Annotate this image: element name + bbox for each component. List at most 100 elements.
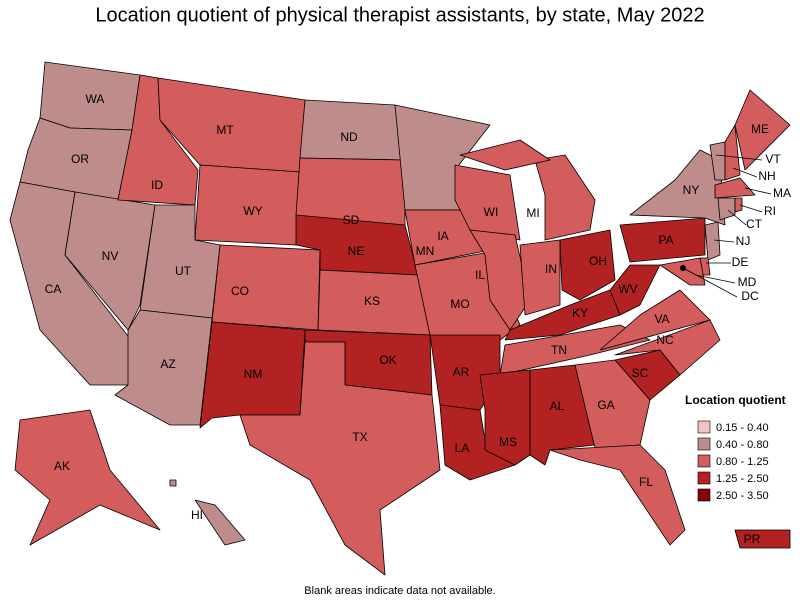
- legend-label: 2.50 - 3.50: [716, 490, 769, 502]
- state-label: OR: [71, 152, 89, 166]
- state-label: MT: [216, 123, 234, 137]
- legend-swatch: [697, 488, 711, 502]
- state: [629, 149, 726, 226]
- state: [211, 244, 321, 331]
- state-label: IA: [437, 229, 448, 243]
- state: [659, 257, 706, 286]
- legend-swatch: [697, 437, 711, 451]
- state: [724, 124, 741, 181]
- state-label: AZ: [160, 357, 175, 371]
- state-label: KS: [364, 294, 380, 308]
- state-label: CA: [45, 282, 62, 296]
- state-label: WA: [86, 92, 105, 106]
- state-label: WI: [484, 205, 499, 219]
- state: [194, 499, 246, 546]
- state-label: MD: [738, 275, 757, 289]
- state: [534, 154, 596, 241]
- state-label: NM: [244, 367, 263, 381]
- state-label: CO: [231, 284, 249, 298]
- state: [574, 359, 651, 449]
- state-label: VT: [765, 152, 781, 166]
- state-label: IL: [475, 268, 485, 282]
- state: [717, 197, 736, 221]
- legend-swatch: [697, 420, 711, 434]
- legend-title: Location quotient: [685, 393, 786, 407]
- leader-line: [732, 167, 758, 178]
- state: [114, 309, 213, 426]
- legend-swatch: [697, 454, 711, 468]
- state-label: NC: [656, 333, 674, 347]
- legend: 0.15 - 0.40 0.40 - 0.80 0.80 - 1.25 1.25 - …: [697, 420, 769, 502]
- leader-line: [715, 154, 763, 161]
- state: [734, 197, 743, 213]
- leader-line: [713, 239, 735, 243]
- state-label: OH: [589, 254, 607, 268]
- legend-swatch: [697, 471, 711, 485]
- state-label: WV: [618, 282, 637, 296]
- state-label: NV: [102, 249, 119, 263]
- state-label: AL: [550, 399, 565, 413]
- state: [499, 324, 651, 376]
- legend-label: 1.25 - 2.50: [716, 473, 769, 485]
- state-label: MS: [499, 435, 517, 449]
- leader-line: [744, 187, 772, 195]
- state-label: ME: [751, 122, 769, 136]
- map-title: Location quotient of physical therapist …: [95, 4, 704, 26]
- state: [14, 409, 161, 546]
- state: [239, 341, 441, 576]
- state: [559, 229, 616, 301]
- state-label: DC: [741, 289, 759, 303]
- legend-label: 0.80 - 1.25: [716, 456, 769, 468]
- state-label: WY: [243, 204, 262, 218]
- state-label: ID: [151, 178, 163, 192]
- state-label: KY: [572, 306, 588, 320]
- state-label: HI: [191, 508, 203, 522]
- state: [714, 177, 756, 199]
- state: [64, 191, 156, 331]
- state: [519, 239, 561, 316]
- state-label: UT: [175, 264, 192, 278]
- state: [599, 289, 711, 351]
- state-label: GA: [597, 398, 614, 412]
- state: [734, 89, 791, 171]
- state-label: TX: [352, 430, 367, 444]
- state-label: MA: [773, 186, 791, 200]
- leader-line: [727, 209, 747, 226]
- state-label: DE: [732, 255, 749, 269]
- state-label: MI: [526, 206, 539, 220]
- state: [609, 264, 661, 316]
- state: [614, 319, 721, 376]
- state: [549, 444, 686, 546]
- state-label: NY: [683, 183, 700, 197]
- legend-label: 0.15 - 0.40: [716, 422, 769, 434]
- state-label: PA: [658, 233, 673, 247]
- leader-line: [695, 274, 736, 284]
- state-label: AR: [453, 365, 470, 379]
- state-label: IN: [545, 262, 557, 276]
- state: [619, 217, 706, 263]
- leader-line: [682, 267, 738, 298]
- state-label: FL: [639, 475, 653, 489]
- state-label: NH: [758, 169, 775, 183]
- state: [479, 369, 531, 466]
- state-label: LA: [455, 441, 470, 455]
- state-label: VA: [654, 312, 669, 326]
- state-label: SC: [632, 366, 649, 380]
- state-label: CT: [746, 217, 763, 231]
- state-label: TN: [551, 343, 567, 357]
- state-label: MN: [416, 244, 435, 258]
- state-label: RI: [764, 204, 776, 218]
- state-label: ND: [340, 130, 358, 144]
- state-label: PR: [744, 532, 761, 546]
- state-label: NE: [348, 244, 365, 258]
- state-label: OK: [379, 353, 396, 367]
- state: [704, 221, 721, 261]
- state-label: MO: [450, 297, 469, 311]
- footnote: Blank areas indicate data not available.: [304, 585, 495, 597]
- state-label: NJ: [736, 234, 751, 248]
- states: [9, 61, 791, 576]
- state: [169, 479, 177, 487]
- leader-line: [739, 204, 763, 213]
